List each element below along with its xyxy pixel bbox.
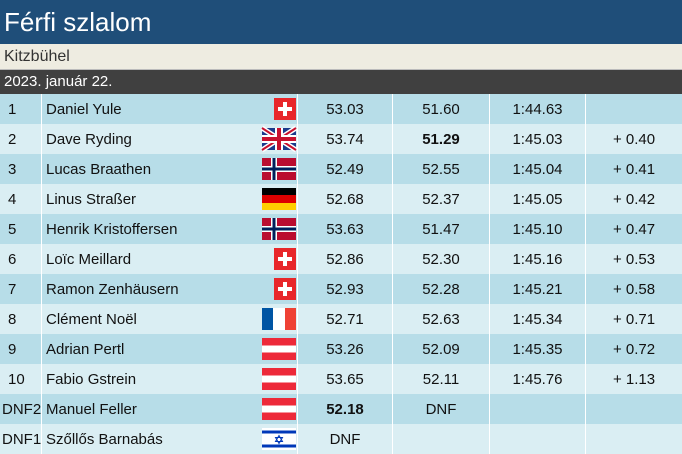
time-behind: + 0.72 bbox=[612, 341, 656, 358]
flag bbox=[262, 218, 296, 240]
run-2: 52.55 bbox=[393, 154, 490, 184]
athlete: Manuel Feller bbox=[42, 394, 298, 424]
result-row: 4 Linus Straßer 52.68 52.37 1:45.05 + 0.42 bbox=[0, 184, 682, 214]
athlete: Fabio Gstrein bbox=[42, 364, 298, 394]
result-row: 1 Daniel Yule 53.03 51.60 1:44.63 bbox=[0, 94, 682, 124]
run-2: 52.30 bbox=[393, 244, 490, 274]
flag bbox=[262, 158, 296, 180]
athlete: Linus Straßer bbox=[42, 184, 298, 214]
run-1: 52.93 bbox=[298, 274, 393, 304]
flag bbox=[262, 338, 296, 360]
location: Kitzbühel bbox=[0, 44, 682, 70]
total-time: 1:45.34 bbox=[490, 304, 586, 334]
athlete: Adrian Pertl bbox=[42, 334, 298, 364]
rank: 7 bbox=[0, 274, 42, 304]
title: Férfi szlalom bbox=[0, 0, 682, 44]
run-1: DNF bbox=[298, 424, 393, 454]
athlete: Dave Ryding bbox=[42, 124, 298, 154]
athlete: Loïc Meillard bbox=[42, 244, 298, 274]
run-1: 53.74 bbox=[298, 124, 393, 154]
result-row: 9 Adrian Pertl 53.26 52.09 1:45.35 + 0.72 bbox=[0, 334, 682, 364]
rank: DNF2 bbox=[0, 394, 42, 424]
run-2: 52.37 bbox=[393, 184, 490, 214]
flag bbox=[262, 308, 296, 330]
rank: 8 bbox=[0, 304, 42, 334]
athlete: Daniel Yule bbox=[42, 94, 298, 124]
athlete: Ramon Zenhäusern bbox=[42, 274, 298, 304]
rank: DNF1 bbox=[0, 424, 42, 454]
rank: 1 bbox=[0, 94, 42, 124]
result-row: 10 Fabio Gstrein 53.65 52.11 1:45.76 + 1.13 bbox=[0, 364, 682, 394]
run-2 bbox=[393, 424, 490, 454]
run-2: 51.60 bbox=[393, 94, 490, 124]
run-1: 52.18 bbox=[298, 394, 393, 424]
total-time: 1:44.63 bbox=[490, 94, 586, 124]
result-row: 5 Henrik Kristoffersen 53.63 51.47 1:45.10 + … bbox=[0, 214, 682, 244]
rank: 6 bbox=[0, 244, 42, 274]
time-behind: + 0.58 bbox=[612, 281, 656, 298]
total-time: 1:45.03 bbox=[490, 124, 586, 154]
total-time: 1:45.76 bbox=[490, 364, 586, 394]
rank: 5 bbox=[0, 214, 42, 244]
total-time: 1:45.04 bbox=[490, 154, 586, 184]
rank: 4 bbox=[0, 184, 42, 214]
result-row: 3 Lucas Braathen 52.49 52.55 1:45.04 + 0.41 bbox=[0, 154, 682, 184]
time-behind: + 0.41 bbox=[612, 161, 656, 178]
run-1: 52.49 bbox=[298, 154, 393, 184]
run-1: 52.71 bbox=[298, 304, 393, 334]
athlete: Henrik Kristoffersen bbox=[42, 214, 298, 244]
run-2: 52.63 bbox=[393, 304, 490, 334]
rank: 10 bbox=[0, 364, 42, 394]
run-2: 52.11 bbox=[393, 364, 490, 394]
total-time: 1:45.16 bbox=[490, 244, 586, 274]
flag bbox=[262, 398, 296, 420]
flag bbox=[261, 427, 297, 451]
time-behind: + 1.13 bbox=[612, 371, 656, 388]
total-time: 1:45.35 bbox=[490, 334, 586, 364]
results-table: 1 Daniel Yule 53.03 51.60 1:44.63 2 Dave Rydin… bbox=[0, 94, 682, 454]
time-behind: + 0.42 bbox=[612, 191, 656, 208]
total-time bbox=[490, 394, 586, 424]
athlete: Lucas Braathen bbox=[42, 154, 298, 184]
time-behind: + 0.47 bbox=[612, 221, 656, 238]
rank: 9 bbox=[0, 334, 42, 364]
result-row: 7 Ramon Zenhäusern 52.93 52.28 1:45.21 + 0.58 bbox=[0, 274, 682, 304]
run-2: 52.09 bbox=[393, 334, 490, 364]
time-behind: + 0.71 bbox=[612, 311, 656, 328]
total-time: 1:45.05 bbox=[490, 184, 586, 214]
run-2: 52.28 bbox=[393, 274, 490, 304]
date: 2023. január 22. bbox=[0, 70, 682, 94]
total-time: 1:45.21 bbox=[490, 274, 586, 304]
time-behind: + 0.40 bbox=[612, 131, 656, 148]
result-row: DNF1 Szőllős Barnabás DNF bbox=[0, 424, 682, 454]
rank: 2 bbox=[0, 124, 42, 154]
result-row: 6 Loïc Meillard 52.86 52.30 1:45.16 + 0.53 bbox=[0, 244, 682, 274]
run-1: 52.86 bbox=[298, 244, 393, 274]
result-row: DNF2 Manuel Feller 52.18 DNF bbox=[0, 394, 682, 424]
result-row: 8 Clément Noël 52.71 52.63 1:45.34 + 0.71 bbox=[0, 304, 682, 334]
flag bbox=[274, 98, 296, 120]
run-2: 51.47 bbox=[393, 214, 490, 244]
result-row: 2 Dave Ryding 53.74 51.29 1:45.03 + 0.40 bbox=[0, 124, 682, 154]
flag bbox=[274, 278, 296, 300]
flag bbox=[274, 248, 296, 270]
athlete: Szőllős Barnabás bbox=[42, 424, 298, 454]
run-2: 51.29 bbox=[393, 124, 490, 154]
run-2: DNF bbox=[393, 394, 490, 424]
flag bbox=[262, 128, 296, 150]
flags bbox=[0, 98, 682, 451]
run-1: 53.26 bbox=[298, 334, 393, 364]
run-1: 52.68 bbox=[298, 184, 393, 214]
run-1: 53.65 bbox=[298, 364, 393, 394]
total-time bbox=[490, 424, 586, 454]
run-1: 53.63 bbox=[298, 214, 393, 244]
total-time: 1:45.10 bbox=[490, 214, 586, 244]
athlete: Clément Noël bbox=[42, 304, 298, 334]
time-behind: + 0.53 bbox=[612, 251, 656, 268]
flag bbox=[262, 368, 296, 390]
flag bbox=[262, 188, 296, 210]
rank: 3 bbox=[0, 154, 42, 184]
run-1: 53.03 bbox=[298, 94, 393, 124]
